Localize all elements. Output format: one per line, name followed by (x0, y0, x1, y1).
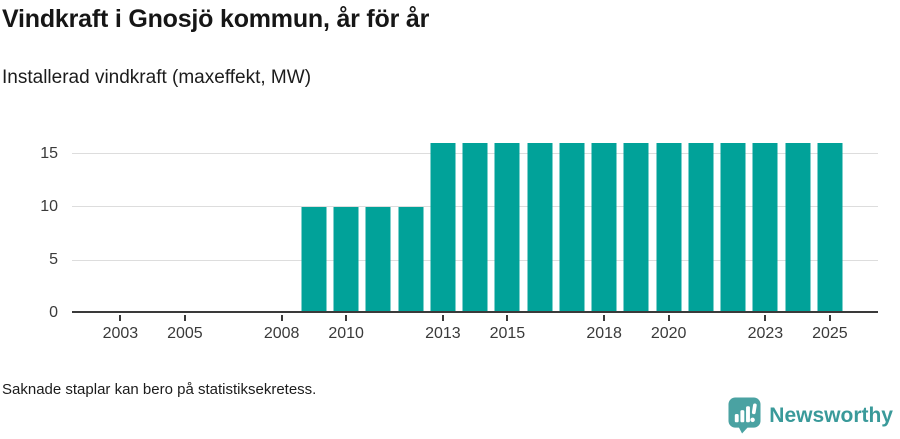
logo-bubble-tail (738, 426, 750, 434)
x-tick-label: 2005 (167, 325, 203, 342)
bar (333, 206, 359, 313)
x-tick-label: 2013 (425, 325, 461, 342)
category-slot (233, 137, 265, 313)
newsworthy-bubble-chart-icon (728, 397, 761, 434)
chart-subtitle: Installerad vindkraft (maxeffekt, MW) (2, 67, 312, 88)
y-tick-label: 5 (49, 251, 58, 268)
category-slot (620, 137, 652, 313)
bar (559, 143, 585, 313)
bar-slots: 2003 2005 2008 2010 2013 2015 2018 2020 2023 2025 (72, 137, 848, 342)
bar (623, 143, 649, 313)
y-tick-label: 10 (40, 197, 58, 215)
x-tick-label: 2015 (489, 325, 526, 342)
category-slot: 2025 (812, 137, 848, 342)
plot-area: 0 5 10 15 2003 2005 2008 2010 2013 2015 2018 2020 20… (40, 137, 878, 342)
x-axis-tick (603, 315, 606, 321)
y-tick-label: 15 (40, 144, 58, 162)
category-slot (524, 137, 556, 313)
x-axis-tick (764, 315, 767, 321)
category-slot: 2020 (651, 137, 686, 342)
x-axis-tick (506, 315, 509, 321)
category-slot (685, 137, 717, 313)
x-tick-label: 2003 (102, 325, 139, 342)
bar (688, 143, 714, 313)
x-tick-label: 2020 (650, 325, 687, 342)
category-slot: 2005 (167, 137, 203, 342)
x-axis-tick (828, 315, 831, 321)
x-axis-line (72, 311, 878, 313)
bar (527, 143, 553, 313)
bar (720, 143, 746, 313)
logo-bubble (728, 397, 761, 428)
x-tick-label: 2010 (328, 325, 364, 342)
bar (398, 206, 424, 313)
category-slot (201, 137, 233, 313)
category-slot: 2003 (103, 137, 138, 342)
category-slot (395, 137, 427, 313)
category-slot (137, 137, 169, 313)
category-slot (362, 137, 394, 313)
newsworthy-logo[interactable]: Newsworthy (728, 397, 893, 434)
category-slot: 2013 (425, 137, 461, 342)
x-tick-label: 2023 (747, 325, 784, 342)
category-slot (72, 137, 104, 313)
bar (301, 206, 327, 313)
category-slot: 2015 (490, 137, 525, 342)
category-slot (298, 137, 330, 313)
bar (430, 143, 456, 313)
y-tick-label: 0 (49, 304, 58, 321)
x-axis-tick (183, 315, 186, 321)
category-slot (556, 137, 588, 313)
x-tick-label: 2008 (263, 325, 300, 342)
category-slot: 2018 (586, 137, 622, 342)
category-slot (717, 137, 749, 313)
bar (817, 143, 843, 313)
newsworthy-wordmark: Newsworthy (769, 403, 893, 427)
bar (365, 206, 391, 313)
category-slot: 2023 (748, 137, 783, 342)
bar (752, 143, 778, 313)
category-slot (459, 137, 491, 313)
bar (462, 143, 488, 313)
x-tick-label: 2025 (812, 325, 848, 342)
bar (591, 143, 617, 313)
category-slot: 2010 (328, 137, 364, 342)
bar (494, 143, 520, 313)
x-axis-tick (667, 315, 670, 321)
x-tick-label: 2018 (586, 325, 622, 342)
bar (656, 143, 682, 313)
x-axis-tick (441, 315, 444, 321)
category-slot (782, 137, 814, 313)
footer-note: Saknade staplar kan bero på statistiksek… (2, 381, 317, 398)
bar (785, 143, 811, 313)
x-axis-tick (280, 315, 283, 321)
x-axis-tick (119, 315, 122, 321)
x-axis-tick (345, 315, 348, 321)
category-slot: 2008 (264, 137, 299, 342)
page-title: Vindkraft i Gnosjö kommun, år för år (2, 5, 430, 33)
